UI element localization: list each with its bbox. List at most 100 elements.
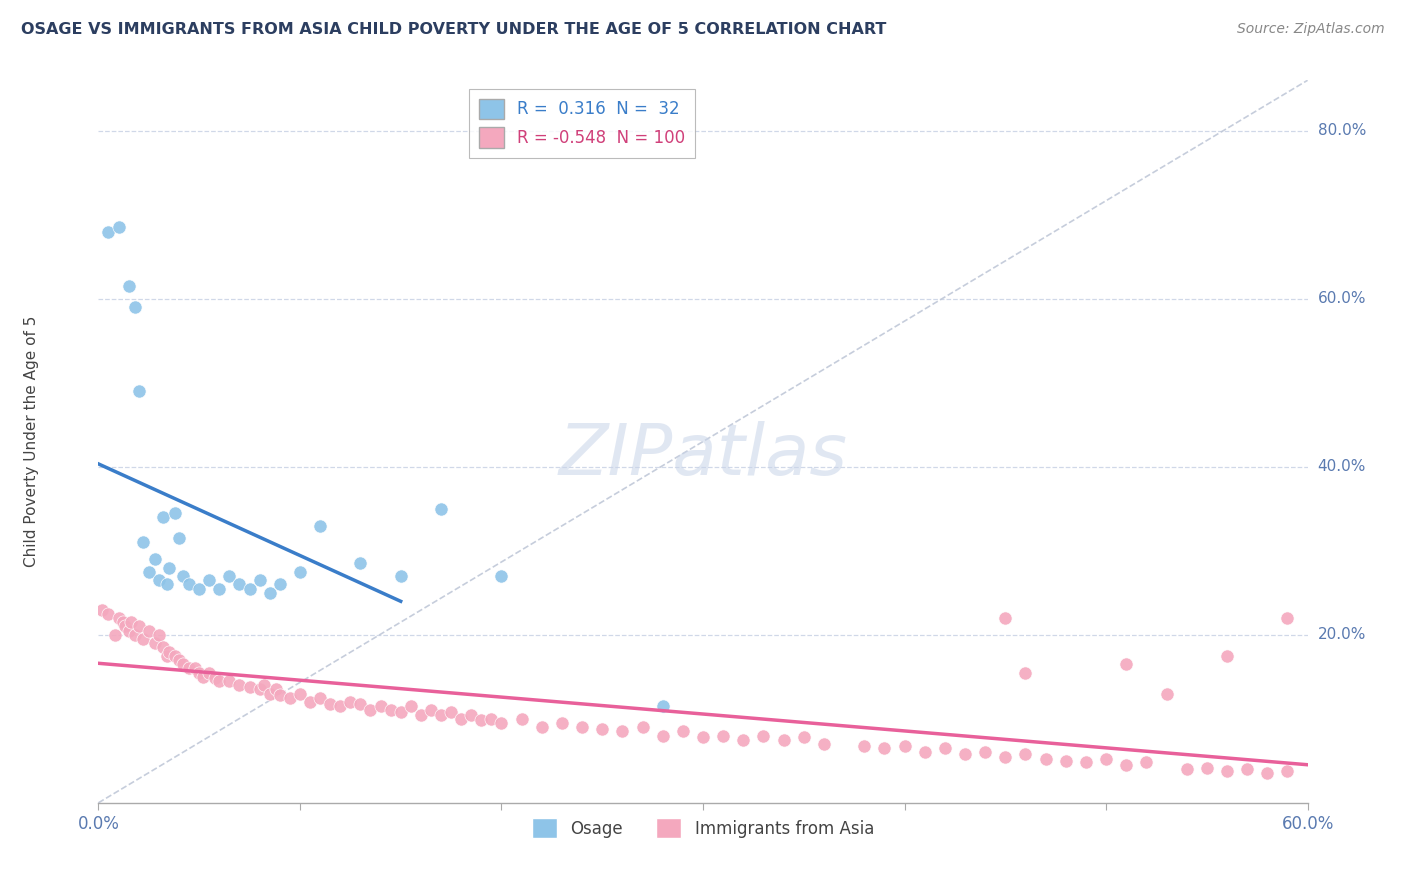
Point (793, 731, 815, 745)
Point (184, 661, 207, 675)
Point (994, 749, 1017, 764)
Point (97, 225, 120, 239)
Text: 60.0%: 60.0% (1317, 291, 1367, 306)
Point (772, 732, 794, 747)
Point (974, 745, 997, 759)
Point (1115, 657, 1137, 672)
Point (319, 697, 342, 711)
Point (491, 716, 513, 731)
Point (571, 720, 593, 734)
Point (551, 716, 574, 731)
Point (752, 729, 775, 743)
Point (111, 615, 134, 630)
Point (481, 712, 503, 726)
Point (470, 714, 492, 728)
Point (148, 628, 170, 642)
Point (1277, 764, 1299, 778)
Point (893, 739, 915, 753)
Point (309, 690, 332, 705)
Point (269, 577, 291, 591)
Point (1195, 760, 1218, 774)
Point (128, 619, 150, 633)
Point (188, 582, 211, 596)
Point (124, 300, 146, 314)
Point (360, 703, 382, 717)
Point (430, 501, 453, 516)
Point (370, 699, 392, 714)
Point (120, 615, 142, 630)
Point (138, 565, 160, 579)
Point (450, 712, 472, 726)
Point (349, 557, 371, 571)
Point (156, 648, 179, 663)
Point (1054, 754, 1077, 768)
Point (288, 687, 311, 701)
Point (264, 682, 287, 697)
Point (152, 510, 174, 524)
Point (198, 573, 221, 587)
Point (430, 707, 453, 722)
Text: Child Poverty Under the Age of 5: Child Poverty Under the Age of 5 (24, 316, 39, 567)
Point (259, 687, 281, 701)
Point (651, 699, 673, 714)
Point (198, 665, 221, 680)
Text: ZIPatlas: ZIPatlas (558, 422, 848, 491)
Point (510, 712, 533, 726)
Point (399, 699, 422, 714)
Point (460, 707, 482, 722)
Point (339, 695, 361, 709)
Point (853, 739, 876, 753)
Point (157, 560, 180, 574)
Point (228, 678, 250, 692)
Point (389, 705, 412, 719)
Point (1175, 762, 1198, 776)
Text: 80.0%: 80.0% (1317, 123, 1367, 138)
Point (107, 220, 129, 235)
Point (163, 506, 186, 520)
Point (1074, 756, 1097, 770)
Point (114, 619, 136, 633)
Point (228, 577, 250, 591)
Point (253, 678, 276, 692)
Point (491, 569, 513, 583)
Point (994, 611, 1017, 625)
Point (218, 673, 240, 688)
Point (409, 707, 432, 722)
Point (1277, 611, 1299, 625)
Point (1236, 762, 1258, 776)
Text: 20.0%: 20.0% (1317, 627, 1367, 642)
Point (1135, 756, 1157, 770)
Point (118, 279, 141, 293)
Point (179, 661, 201, 675)
Point (128, 384, 150, 398)
Point (934, 741, 956, 756)
Point (218, 569, 240, 583)
Point (612, 724, 634, 739)
Point (1095, 752, 1118, 766)
Point (389, 569, 412, 583)
Point (249, 573, 271, 587)
Point (1216, 764, 1239, 778)
Point (208, 582, 231, 596)
Point (156, 577, 179, 591)
Point (118, 624, 141, 638)
Point (711, 729, 734, 743)
Point (380, 703, 402, 717)
Point (188, 665, 211, 680)
Point (167, 531, 190, 545)
Point (420, 703, 443, 717)
Point (91, 602, 114, 616)
Text: 40.0%: 40.0% (1317, 459, 1367, 475)
Point (132, 632, 155, 646)
Point (914, 745, 936, 759)
Point (124, 628, 146, 642)
Point (873, 741, 896, 756)
Point (349, 697, 371, 711)
Point (172, 569, 194, 583)
Point (148, 573, 170, 587)
Point (132, 535, 155, 549)
Text: OSAGE VS IMMIGRANTS FROM ASIA CHILD POVERTY UNDER THE AGE OF 5 CORRELATION CHART: OSAGE VS IMMIGRANTS FROM ASIA CHILD POVE… (21, 22, 886, 37)
Point (530, 720, 553, 734)
Point (208, 673, 231, 688)
Point (249, 682, 271, 697)
